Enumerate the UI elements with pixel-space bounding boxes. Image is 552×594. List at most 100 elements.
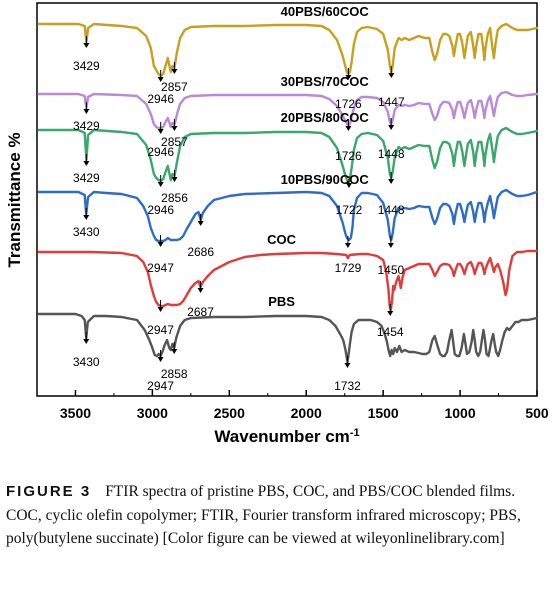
peak-annotation: 1447 xyxy=(378,66,405,109)
peak-label: 3429 xyxy=(73,119,100,133)
series-line-30pbs-70coc xyxy=(37,90,539,130)
series-line-10pbs-90coc xyxy=(37,188,539,243)
peak-label: 1448 xyxy=(378,203,405,217)
peak-label: 2947 xyxy=(147,379,174,393)
peak-annotation: 2947 xyxy=(147,350,174,393)
peak-annotation: 3430 xyxy=(73,208,100,239)
peak-label: 2946 xyxy=(147,145,174,159)
peak-arrow-head xyxy=(388,125,395,130)
peak-annotation: 1726 xyxy=(335,119,362,163)
peak-label: 2858 xyxy=(161,367,188,381)
peak-arrow-head xyxy=(345,75,352,80)
peak-label: 2947 xyxy=(147,323,174,337)
series-line-40pbs-60coc xyxy=(37,22,539,78)
peak-label: 1447 xyxy=(378,95,405,109)
peak-arrow-head xyxy=(171,177,178,182)
series-line-20pbs-80coc xyxy=(37,126,539,184)
peak-annotation: 1450 xyxy=(377,236,405,277)
peak-arrow-head xyxy=(345,126,352,131)
peak-annotation: 2686 xyxy=(187,214,214,259)
peak-annotation: 1722 xyxy=(336,176,363,217)
series-label-40pbs-60coc: 40PBS/60COC xyxy=(281,4,370,19)
x-tick-label: 3500 xyxy=(60,405,91,421)
peak-arrow-head xyxy=(197,288,204,293)
series-line-coc xyxy=(37,249,539,312)
peak-label: 2946 xyxy=(147,203,174,217)
x-axis-ticks: 3500 3000 2500 2000 1500 1000 500 xyxy=(36,390,549,421)
peak-arrow-head xyxy=(388,73,395,78)
peak-arrow-head xyxy=(157,307,164,312)
x-tick-label: 1000 xyxy=(444,405,475,421)
peak-arrow-head xyxy=(387,311,394,316)
peak-arrow-head xyxy=(171,69,178,74)
series-label-10pbs-90coc: 10PBS/90COC xyxy=(281,172,370,187)
peak-annotation: 2858 xyxy=(161,342,188,381)
peak-annotation: 2857 xyxy=(161,62,188,94)
peak-annotation: 2946 xyxy=(147,122,174,159)
peak-annotation: 1454 xyxy=(377,304,404,339)
series-label-pbs: PBS xyxy=(268,294,295,309)
peak-arrow-head xyxy=(157,182,164,187)
series-label-30pbs-70coc: 30PBS/70COC xyxy=(281,74,370,89)
peak-arrow-head xyxy=(171,349,178,354)
peak-annotation: 1729 xyxy=(335,236,362,275)
x-tick-label: 3000 xyxy=(137,405,168,421)
peak-label: 2686 xyxy=(187,245,214,259)
peak-label: 2947 xyxy=(147,261,174,275)
peak-annotation: 1448 xyxy=(378,172,405,217)
x-tick-label: 500 xyxy=(525,405,549,421)
peak-label: 2687 xyxy=(187,305,214,319)
peak-annotation: 2856 xyxy=(161,170,188,205)
peak-arrow-head xyxy=(157,357,164,362)
peak-arrow-head xyxy=(83,215,90,220)
peak-arrow-head xyxy=(344,243,351,248)
peak-label: 3430 xyxy=(73,225,100,239)
peak-label: 2946 xyxy=(147,92,174,106)
peak-annotation: 2947 xyxy=(147,300,174,337)
peak-label: 1722 xyxy=(336,203,363,217)
peak-label: 1726 xyxy=(335,149,362,163)
peak-arrow-head xyxy=(83,109,90,114)
peak-arrow-head xyxy=(344,363,351,368)
peak-arrow-head xyxy=(157,129,164,134)
plot-frame xyxy=(36,2,538,397)
peak-arrow-head xyxy=(157,77,164,82)
peak-label: 1450 xyxy=(377,263,404,277)
peak-arrow-head xyxy=(197,221,204,226)
ftir-chart: 3429 2946 2857 1726 1447 3429 2946 2857 1726 1448… xyxy=(5,2,549,446)
series-label-20pbs-80coc: 20PBS/80COC xyxy=(281,110,370,125)
peak-arrow-head xyxy=(388,179,395,184)
series-layer xyxy=(37,22,539,364)
y-axis-title: Transmittance % xyxy=(5,132,24,267)
x-axis-title: Wavenumber cm-1 xyxy=(214,427,359,446)
caption-label: FIGURE 3 xyxy=(6,483,92,500)
series-label-coc: COC xyxy=(267,232,297,247)
peak-annotation: 2857 xyxy=(161,119,188,149)
peak-annotation: 3429 xyxy=(73,102,100,133)
peak-label: 2857 xyxy=(161,80,188,94)
series-label-layer: 40PBS/60COC 30PBS/70COC 20PBS/80COC 10PBS/9… xyxy=(267,4,369,309)
x-tick-label: 2500 xyxy=(214,405,245,421)
peak-label: 1448 xyxy=(378,147,405,161)
peak-annotation: 3430 xyxy=(73,332,100,369)
peak-annotation: 2687 xyxy=(187,281,214,319)
peak-label: 2856 xyxy=(161,191,188,205)
peak-arrow-head xyxy=(83,161,90,166)
peak-annotation: 1726 xyxy=(335,68,362,111)
x-tick-label: 2000 xyxy=(291,405,322,421)
peak-label: 2857 xyxy=(161,135,188,149)
peak-arrow-head xyxy=(346,183,352,188)
peak-arrow-head xyxy=(157,242,164,247)
peak-arrow-head xyxy=(387,243,394,248)
peak-annotation: 2947 xyxy=(147,235,174,275)
caption-text: FTIR spectra of pristine PBS, COC, and P… xyxy=(6,483,521,547)
peak-arrow-head xyxy=(83,339,90,344)
peak-label: 1726 xyxy=(335,97,362,111)
peak-annotation: 1448 xyxy=(378,118,405,161)
peak-label: 1729 xyxy=(335,261,362,275)
peak-arrow-head xyxy=(83,43,90,48)
peak-label: 1454 xyxy=(377,325,404,339)
x-tick-label: 1500 xyxy=(368,405,399,421)
peak-annotation: 2946 xyxy=(147,70,174,106)
